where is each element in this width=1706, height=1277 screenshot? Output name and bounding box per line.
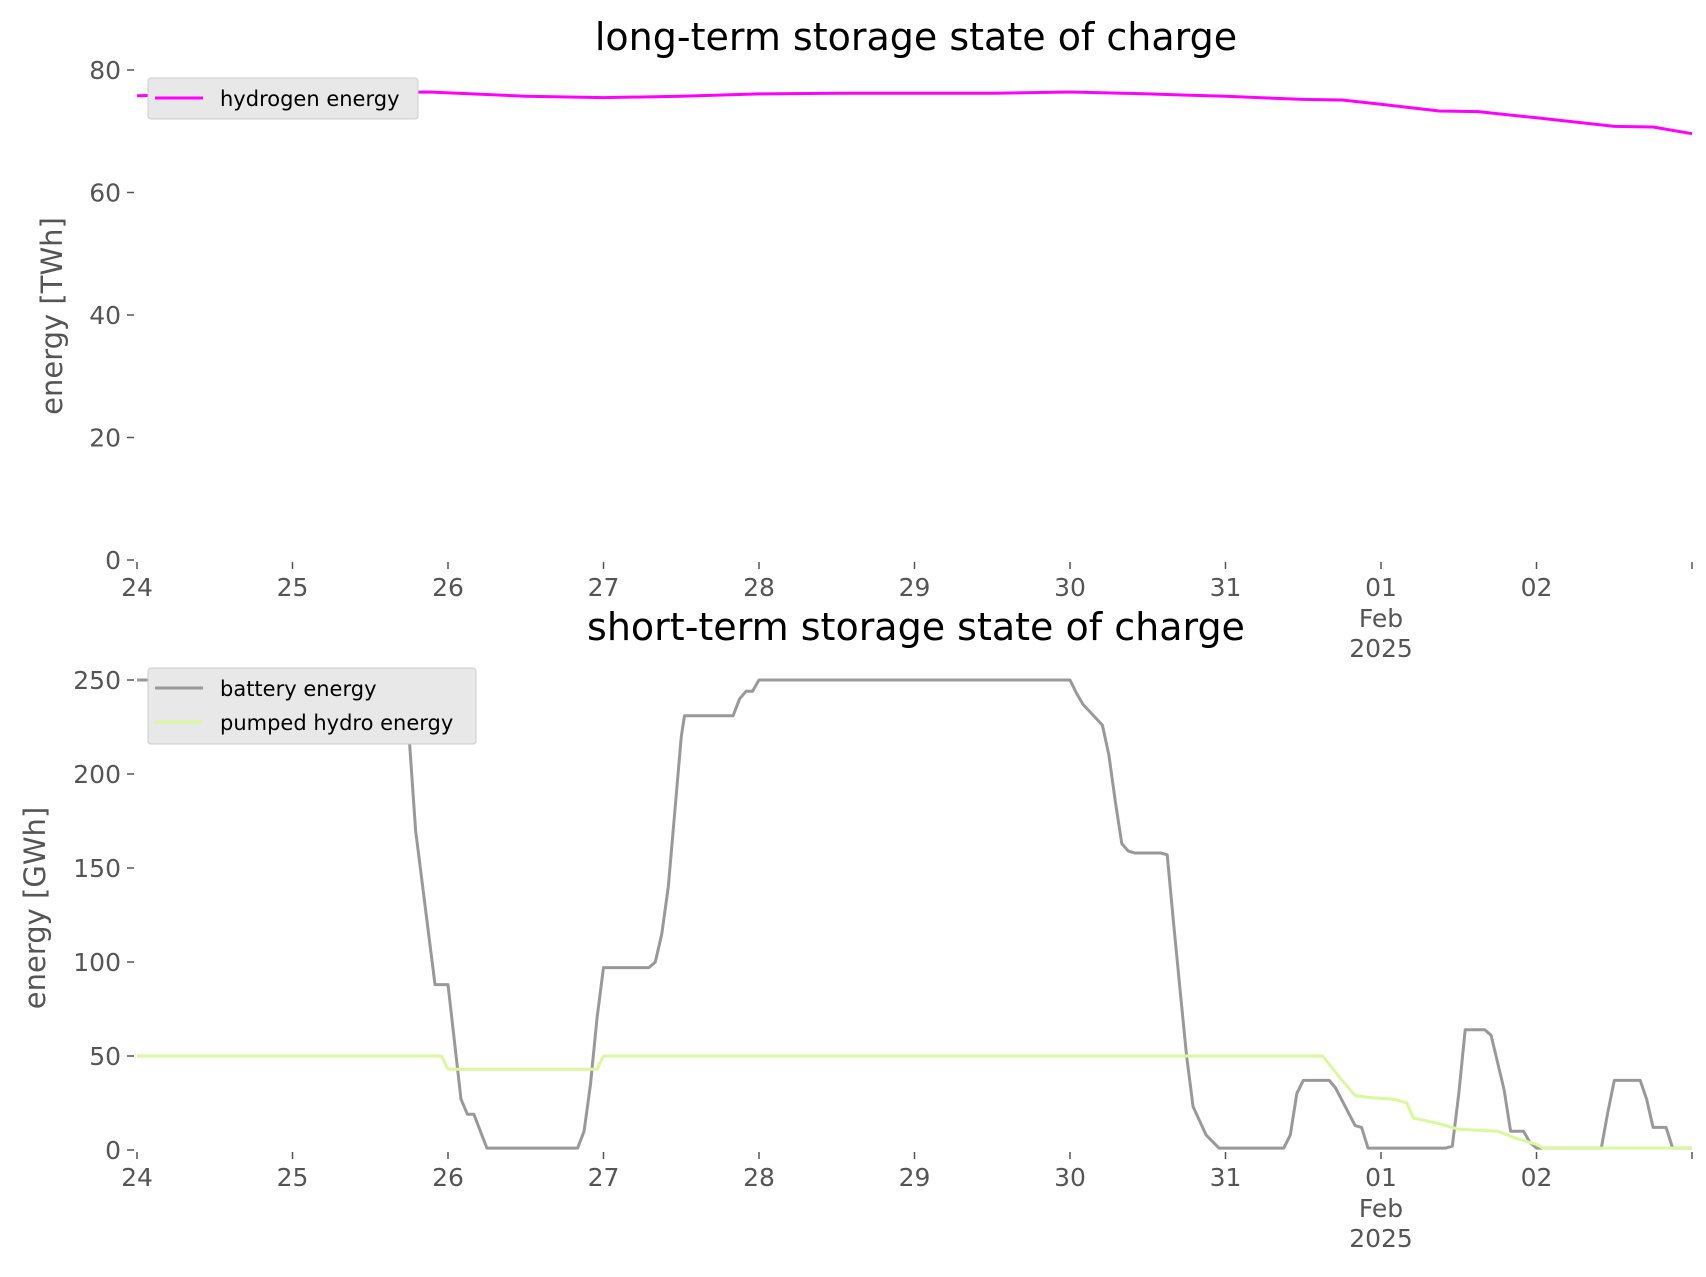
short-term-y-tick-label: 250 [73,666,121,695]
long-term-x-tick-label: 30 [1054,573,1086,602]
short-term-y-tick-label: 150 [73,854,121,883]
long-term-y-tick-label: 40 [89,301,121,330]
short-term-y-tick-label: 200 [73,760,121,789]
short-term-chart: short-term storage state of charge energ… [18,605,1693,1253]
short-term-legend: battery energy pumped hydro energy [147,667,477,745]
short-term-y-tick-label: 0 [105,1136,121,1165]
short-term-x-tick-label: 25 [277,1163,309,1192]
long-term-y-axis-label: energy [TWh] [35,217,69,415]
short-term-x-tick-label: 02 [1521,1163,1553,1192]
short-term-x-tick-label: 01 [1365,1163,1397,1192]
long-term-x-tick-month: Feb [1359,604,1403,633]
short-term-y-tick-label: 50 [89,1042,121,1071]
short-term-series [137,678,1692,1150]
short-term-y-axis-label: energy [GWh] [18,807,52,1009]
long-term-x-tick-label: 01 [1365,573,1397,602]
series-line-pumped-hydro-energy [137,1054,1692,1150]
long-term-x-tick-label: 29 [899,573,931,602]
legend-label-battery: battery energy [220,677,377,701]
long-term-legend: hydrogen energy [147,77,419,120]
short-term-legend-box [147,667,477,745]
series-line-battery-energy [137,678,1692,1150]
long-term-chart-title: long-term storage state of charge [595,15,1237,59]
long-term-chart: long-term storage state of charge energy… [35,15,1693,663]
short-term-x-tick-label: 30 [1054,1163,1086,1192]
long-term-series [136,90,1693,136]
long-term-x-tick-label: 31 [1210,573,1242,602]
long-term-y-ticks: 0 20 40 60 80 [89,56,134,575]
short-term-chart-title: short-term storage state of charge [587,605,1245,649]
long-term-x-tick-label: 27 [588,573,620,602]
short-term-y-tick-label: 100 [73,948,121,977]
series-line-hydrogen-energy [136,90,1693,136]
long-term-x-tick-label: 25 [277,573,309,602]
short-term-x-tick-year: 2025 [1349,1224,1413,1253]
short-term-x-tick-label: 31 [1210,1163,1242,1192]
legend-label-pumped-hydro: pumped hydro energy [220,711,453,735]
long-term-y-tick-label: 0 [105,546,121,575]
long-term-y-tick-label: 80 [89,56,121,85]
short-term-x-tick-label: 26 [432,1163,464,1192]
long-term-y-tick-label: 60 [89,179,121,208]
short-term-y-ticks: 0 50 100 150 200 250 [73,666,134,1165]
legend-label-hydrogen: hydrogen energy [220,87,400,111]
long-term-x-tick-label: 24 [121,573,153,602]
short-term-x-tick-label: 24 [121,1163,153,1192]
long-term-x-tick-label: 02 [1521,573,1553,602]
long-term-x-tick-label: 26 [432,573,464,602]
long-term-y-tick-label: 20 [89,424,121,453]
short-term-x-tick-label: 27 [588,1163,620,1192]
short-term-x-tick-month: Feb [1359,1194,1403,1223]
long-term-x-tick-label: 28 [743,573,775,602]
short-term-x-tick-label: 28 [743,1163,775,1192]
long-term-x-tick-year: 2025 [1349,634,1413,663]
short-term-x-tick-label: 29 [899,1163,931,1192]
long-term-legend-box [147,77,419,120]
